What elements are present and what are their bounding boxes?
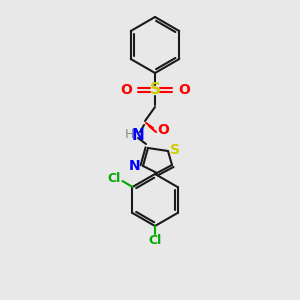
Text: S: S bbox=[149, 82, 161, 98]
Text: S: S bbox=[170, 143, 180, 157]
Text: N: N bbox=[129, 159, 141, 173]
Text: Cl: Cl bbox=[108, 172, 121, 184]
Text: N: N bbox=[132, 128, 144, 142]
Text: O: O bbox=[120, 83, 132, 97]
Text: H: H bbox=[124, 128, 134, 140]
Text: O: O bbox=[157, 123, 169, 137]
Text: O: O bbox=[178, 83, 190, 97]
Text: Cl: Cl bbox=[148, 235, 162, 248]
